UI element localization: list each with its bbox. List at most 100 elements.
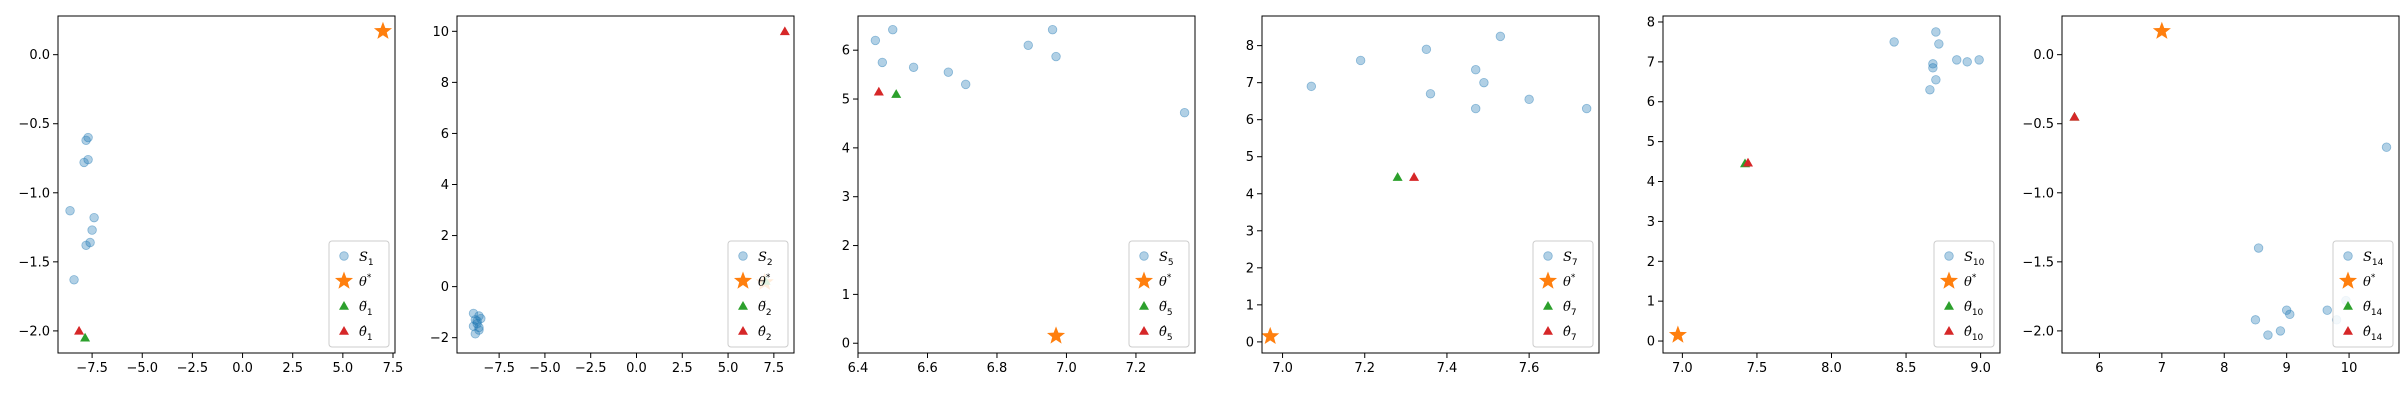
legend-label: θ̃2 <box>758 300 772 318</box>
sample-point <box>474 311 484 321</box>
legend-label: θ̃5 <box>1159 300 1173 318</box>
sample-point <box>1974 55 1984 65</box>
sample-point <box>1925 85 1935 95</box>
theta-tilde-marker <box>1392 172 1403 181</box>
x-tick-label: −5.0 <box>529 361 561 376</box>
legend-hat-marker <box>1139 326 1149 335</box>
y-tick-label: −0.5 <box>18 117 50 132</box>
sample-point <box>474 322 484 333</box>
legend-tilde-marker <box>2343 301 2353 310</box>
legend-star-marker <box>1538 271 1558 289</box>
legend-star-marker <box>1939 271 1959 289</box>
legend-star-marker <box>334 271 354 289</box>
sample-point <box>1952 55 1962 65</box>
legend-label: S5 <box>1159 250 1174 268</box>
y-tick-label: 0 <box>1647 335 1655 350</box>
y-tick-label: 2 <box>1246 261 1254 276</box>
y-tick-label: 5 <box>1246 150 1254 165</box>
y-tick-label: 6 <box>1647 95 1655 110</box>
sample-point <box>1524 94 1534 105</box>
y-tick-label: 0 <box>441 280 449 295</box>
legend-label: S14 <box>2363 250 2384 268</box>
sample-point <box>1471 64 1481 75</box>
sample-point <box>1425 89 1436 99</box>
sample-point <box>468 321 479 331</box>
sample-point <box>2281 305 2292 315</box>
legend-label: θ̃7 <box>1563 300 1577 318</box>
y-tick-label: 5 <box>842 93 850 108</box>
sample-point <box>81 240 91 250</box>
legend-tilde-marker <box>1543 301 1553 310</box>
legend-label: θ* <box>2363 273 2376 290</box>
sample-point <box>908 62 919 72</box>
legend: S14 θ* θ̃14 θ̂14 <box>2332 240 2394 348</box>
y-tick-label: 0 <box>1246 335 1254 350</box>
sample-point <box>1179 108 1190 118</box>
theta-tilde-marker <box>891 89 902 98</box>
sample-point <box>2381 142 2392 152</box>
legend-hat-marker <box>738 326 748 335</box>
sample-point <box>474 325 484 335</box>
sample-point <box>888 24 898 35</box>
sample-point <box>1928 59 1938 69</box>
y-tick-label: 3 <box>1647 215 1655 230</box>
y-tick-label: 3 <box>842 190 850 205</box>
theta-hat-marker <box>873 86 884 96</box>
theta-hat-marker <box>1409 172 1420 181</box>
legend-label: S10 <box>1964 250 1985 268</box>
sample-point <box>472 316 482 326</box>
legend-tilde-marker <box>339 301 349 310</box>
x-tick-label: −7.5 <box>483 361 515 376</box>
sample-point <box>69 275 79 285</box>
legend-label: θ̂14 <box>2363 325 2383 343</box>
axes-frame <box>857 15 1196 354</box>
y-tick-label: 8 <box>441 76 449 91</box>
axes-frame <box>2061 15 2400 354</box>
sample-point <box>1581 103 1592 114</box>
sample-point <box>472 318 482 329</box>
legend-star-marker <box>1134 271 1154 289</box>
legend-label: θ̃10 <box>1964 300 1984 318</box>
legend: S2 θ* θ̃2 θ̂2 <box>727 240 789 348</box>
y-tick-label: 1 <box>842 288 850 303</box>
legend-box <box>1128 240 1190 348</box>
sample-point <box>476 313 486 324</box>
legend-star-marker <box>733 271 753 289</box>
sample-point <box>2275 326 2286 336</box>
sample-point <box>870 35 881 46</box>
y-tick-label: 0.0 <box>2033 48 2054 63</box>
y-tick-label: 4 <box>441 178 449 193</box>
y-tick-label: −1.0 <box>2022 186 2054 201</box>
y-tick-label: 6 <box>441 127 449 142</box>
theta-tilde-marker <box>80 332 91 342</box>
legend-box <box>328 240 390 348</box>
y-tick-label: 6 <box>842 44 850 59</box>
legend: S10 θ* θ̃10 θ̂10 <box>1933 240 1995 348</box>
sample-point <box>2253 243 2264 253</box>
plot-area <box>65 21 392 342</box>
sample-point <box>1931 27 1941 37</box>
legend-label: θ̂7 <box>1563 325 1577 343</box>
y-tick-label: 7 <box>1647 55 1655 70</box>
sample-point <box>1051 51 1061 62</box>
theta-hat-marker <box>1742 157 1753 167</box>
sample-point <box>470 329 481 339</box>
y-tick-label: 7 <box>1246 76 1254 91</box>
x-tick-label: 7.2 <box>1354 361 1375 376</box>
legend-label: θ* <box>1563 273 1576 290</box>
legend-box <box>1532 240 1594 348</box>
legend-label: θ̂2 <box>758 325 772 343</box>
x-tick-label: 0.0 <box>626 361 647 376</box>
sample-point <box>877 57 888 68</box>
y-tick-label: 2 <box>842 239 850 254</box>
plot-area <box>1668 27 1984 343</box>
sample-point <box>2285 309 2295 320</box>
x-tick-label: 2.5 <box>282 361 303 376</box>
y-tick-label: 4 <box>1246 187 1254 202</box>
legend-label: θ* <box>359 273 372 290</box>
legend-label: S2 <box>758 250 773 268</box>
sample-point <box>1355 55 1366 66</box>
legend-label: S7 <box>1563 250 1578 268</box>
x-tick-label: 9.0 <box>1970 361 1991 376</box>
y-tick-label: 2 <box>441 229 449 244</box>
